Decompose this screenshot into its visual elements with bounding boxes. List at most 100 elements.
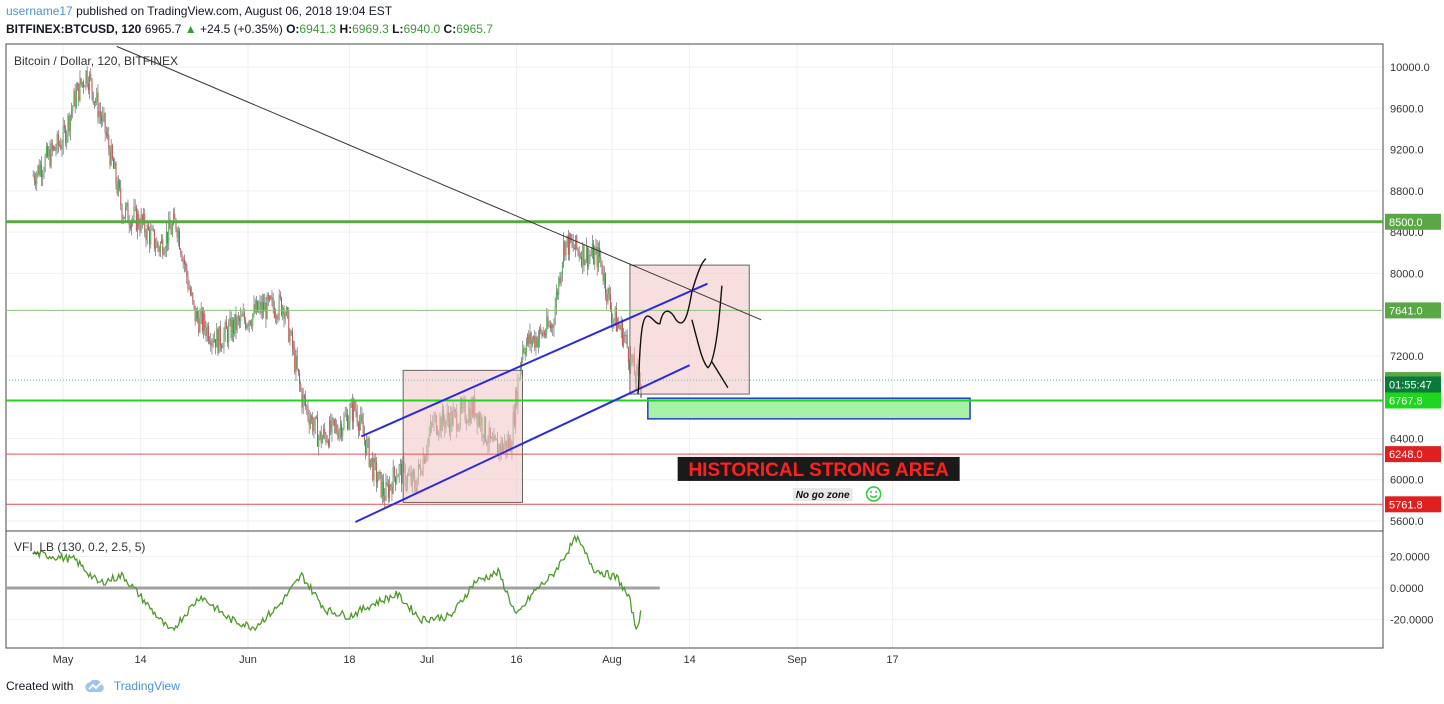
candle-body (228, 324, 230, 343)
candle-body (117, 180, 119, 194)
candle-body (251, 324, 253, 326)
candle-body (101, 116, 103, 121)
candle-body (77, 83, 79, 91)
candle-body (265, 302, 267, 320)
open-value: 6941.3 (299, 22, 337, 36)
candle-body (296, 355, 298, 369)
author-link[interactable]: username17 (6, 4, 73, 18)
time-tick-label: 16 (510, 654, 522, 666)
candle-body (141, 214, 143, 223)
price-tick-label: 6400.0 (1390, 433, 1424, 445)
candle-body (269, 296, 271, 300)
candle-body (570, 234, 572, 243)
candle-body (536, 337, 538, 347)
candle-body (308, 417, 310, 426)
candle-body (293, 347, 295, 349)
price-tick-label: 8800.0 (1390, 186, 1424, 198)
annotations: HISTORICAL STRONG AREA No go zone (677, 456, 960, 502)
candle-body (325, 434, 327, 442)
candle-body (66, 133, 68, 144)
candle-body (50, 143, 52, 167)
candle-body (61, 146, 63, 149)
candle-body (246, 324, 248, 329)
candle-body (324, 429, 326, 435)
candle-body (379, 471, 381, 473)
candle-body (177, 231, 179, 238)
candle-body (179, 231, 181, 250)
candle-body (366, 439, 368, 455)
candle-body (318, 437, 320, 447)
sketch-path-3 (711, 361, 729, 389)
candle-body (362, 421, 364, 435)
candle-body (252, 313, 254, 326)
candle-body (333, 419, 335, 426)
candle-body (261, 302, 263, 314)
candle-body (216, 329, 218, 348)
candle-body (621, 321, 623, 346)
tradingview-link[interactable]: TradingView (113, 679, 180, 693)
candle-body (105, 132, 107, 135)
osc-tick-label: 0.0000 (1390, 583, 1424, 595)
price-tag-label: 6767.8 (1389, 396, 1423, 408)
candle-body (159, 242, 161, 252)
candle-body (385, 482, 387, 501)
candle-body (48, 149, 50, 157)
candle-body (582, 245, 584, 266)
low-label: L: (392, 22, 404, 36)
candle-body (153, 229, 155, 249)
candle-body (147, 224, 149, 231)
candle-body (341, 424, 343, 437)
candle-body (163, 252, 165, 255)
candle-body (374, 457, 376, 463)
candle-body (99, 111, 101, 117)
candle-body (367, 438, 369, 440)
candle-body (547, 316, 549, 327)
candle-body (343, 416, 345, 429)
candle-body (539, 328, 541, 339)
candle-body (186, 264, 188, 277)
candle-body (110, 145, 112, 165)
time-tick-label: Sep (787, 654, 807, 666)
candle-body (168, 219, 170, 244)
candle-body (572, 241, 574, 248)
candle-body (277, 315, 279, 320)
candle-body (237, 317, 239, 319)
candle-body (37, 165, 39, 174)
candle-body (315, 416, 317, 419)
candle-body (383, 481, 385, 496)
channel-line (360, 282, 708, 438)
candle-body (387, 484, 389, 498)
candle-body (171, 224, 173, 235)
candle-body (120, 188, 122, 205)
highlight-box (402, 369, 523, 503)
candle-body (32, 175, 34, 177)
drawings (6, 45, 1383, 523)
candle-body (527, 334, 529, 344)
osc-tick-label: -20.0000 (1390, 615, 1433, 627)
candle-body (111, 145, 113, 160)
candle-body (146, 224, 148, 240)
candle-body (247, 324, 249, 327)
candle-body (80, 78, 82, 85)
candle-body (209, 340, 211, 343)
candle-body (53, 146, 55, 150)
countdown-label: 01:55:47 (1389, 380, 1432, 392)
time-tick-label: 17 (886, 654, 898, 666)
candle-body (55, 150, 57, 152)
candle-body (149, 230, 151, 245)
candle-body (205, 328, 207, 337)
candle-body (295, 355, 297, 372)
candle-body (60, 144, 62, 149)
candle-body (583, 245, 585, 265)
candle-body (361, 414, 363, 422)
candle-body (107, 134, 109, 136)
candle-body (614, 308, 616, 319)
candle-body (236, 317, 238, 331)
close-value: 6965.7 (456, 22, 493, 36)
candle-body (260, 301, 262, 314)
candle-body (259, 301, 261, 307)
candle-body (267, 294, 269, 300)
candle-body (221, 345, 223, 348)
candle-body (213, 339, 215, 343)
